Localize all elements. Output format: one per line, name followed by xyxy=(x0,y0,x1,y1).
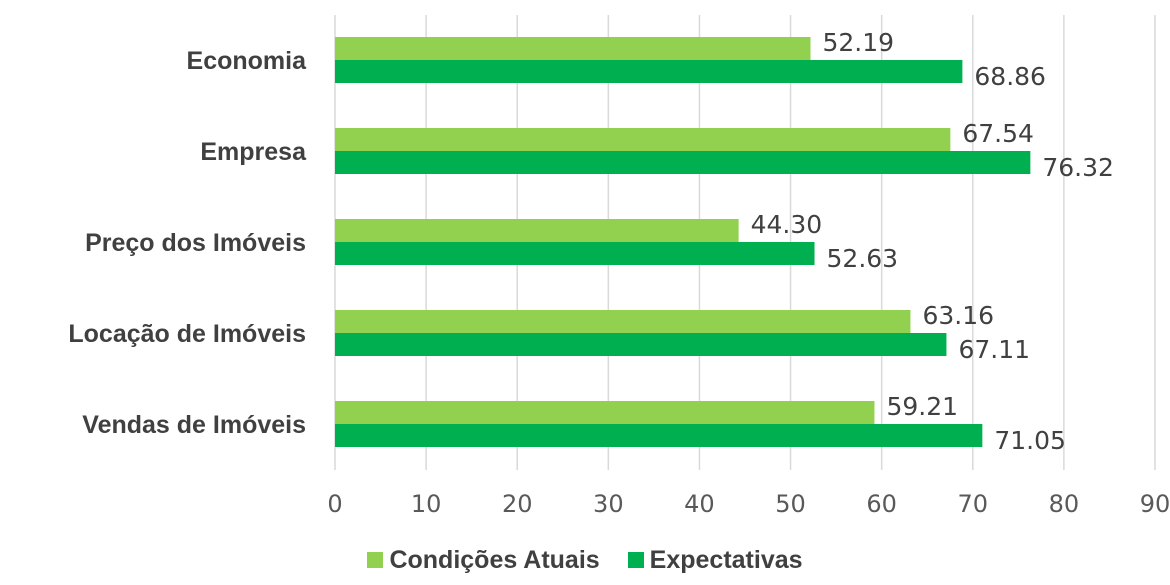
category-label: Economia xyxy=(187,47,308,75)
bar-condicoes-atuais xyxy=(335,219,739,242)
x-tick-label-10: 10 xyxy=(411,490,442,518)
bar-expectativas xyxy=(335,242,815,265)
x-tick-label-50: 50 xyxy=(775,490,806,518)
bar-condicoes-atuais xyxy=(335,37,811,60)
x-tick-label-0: 0 xyxy=(327,490,342,518)
legend-swatch-condicoes-atuais xyxy=(367,552,384,568)
x-tick-label-30: 30 xyxy=(593,490,624,518)
x-tick-label-20: 20 xyxy=(502,490,533,518)
bar-condicoes-atuais xyxy=(335,310,911,333)
data-label-expectativas: 71.05 xyxy=(994,426,1066,455)
legend-swatch-expectativas xyxy=(627,552,644,568)
data-label-condicoes-atuais: 44.30 xyxy=(751,210,823,239)
category-label: Vendas de Imóveis xyxy=(82,411,306,439)
legend-label-condicoes-atuais: Condições Atuais xyxy=(389,545,600,574)
x-tick-label-70: 70 xyxy=(958,490,989,518)
bar-condicoes-atuais xyxy=(335,401,875,424)
legend: Condições Atuais Expectativas xyxy=(0,540,1170,580)
category-label: Preço dos Imóveis xyxy=(85,229,306,257)
bar-expectativas xyxy=(335,424,983,447)
category-label: Locação de Imóveis xyxy=(68,320,306,348)
data-label-expectativas: 68.86 xyxy=(974,62,1046,91)
x-tick-label-60: 60 xyxy=(866,490,897,518)
data-label-expectativas: 76.32 xyxy=(1042,153,1114,182)
data-label-expectativas: 67.11 xyxy=(958,335,1030,364)
x-tick-label-40: 40 xyxy=(684,490,715,518)
data-label-condicoes-atuais: 52.19 xyxy=(823,28,895,57)
x-tick-label-80: 80 xyxy=(1049,490,1080,518)
legend-item-condicoes-atuais: Condições Atuais xyxy=(367,545,600,575)
legend-label-expectativas: Expectativas xyxy=(649,545,803,574)
category-label: Empresa xyxy=(200,138,307,166)
bar-expectativas xyxy=(335,151,1031,174)
x-tick-label-90: 90 xyxy=(1140,490,1170,518)
data-label-condicoes-atuais: 63.16 xyxy=(922,301,994,330)
data-label-expectativas: 52.63 xyxy=(827,244,899,273)
bar-expectativas xyxy=(335,60,963,83)
bar-expectativas xyxy=(335,333,947,356)
bar-chart: 0 10 20 30 40 50 60 70 80 90 Economia 52.19 68.86 Emp… xyxy=(68,15,1170,518)
data-label-condicoes-atuais: 59.21 xyxy=(886,392,958,421)
bar-condicoes-atuais xyxy=(335,128,951,151)
legend-item-expectativas: Expectativas xyxy=(627,545,803,575)
data-label-condicoes-atuais: 67.54 xyxy=(962,119,1034,148)
